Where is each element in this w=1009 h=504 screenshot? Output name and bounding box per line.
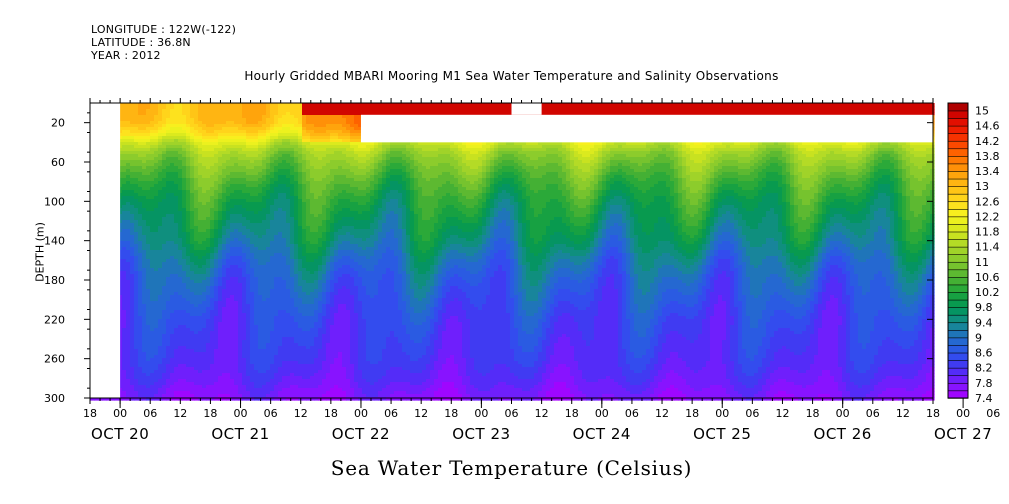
heatmap-layer (90, 103, 935, 401)
